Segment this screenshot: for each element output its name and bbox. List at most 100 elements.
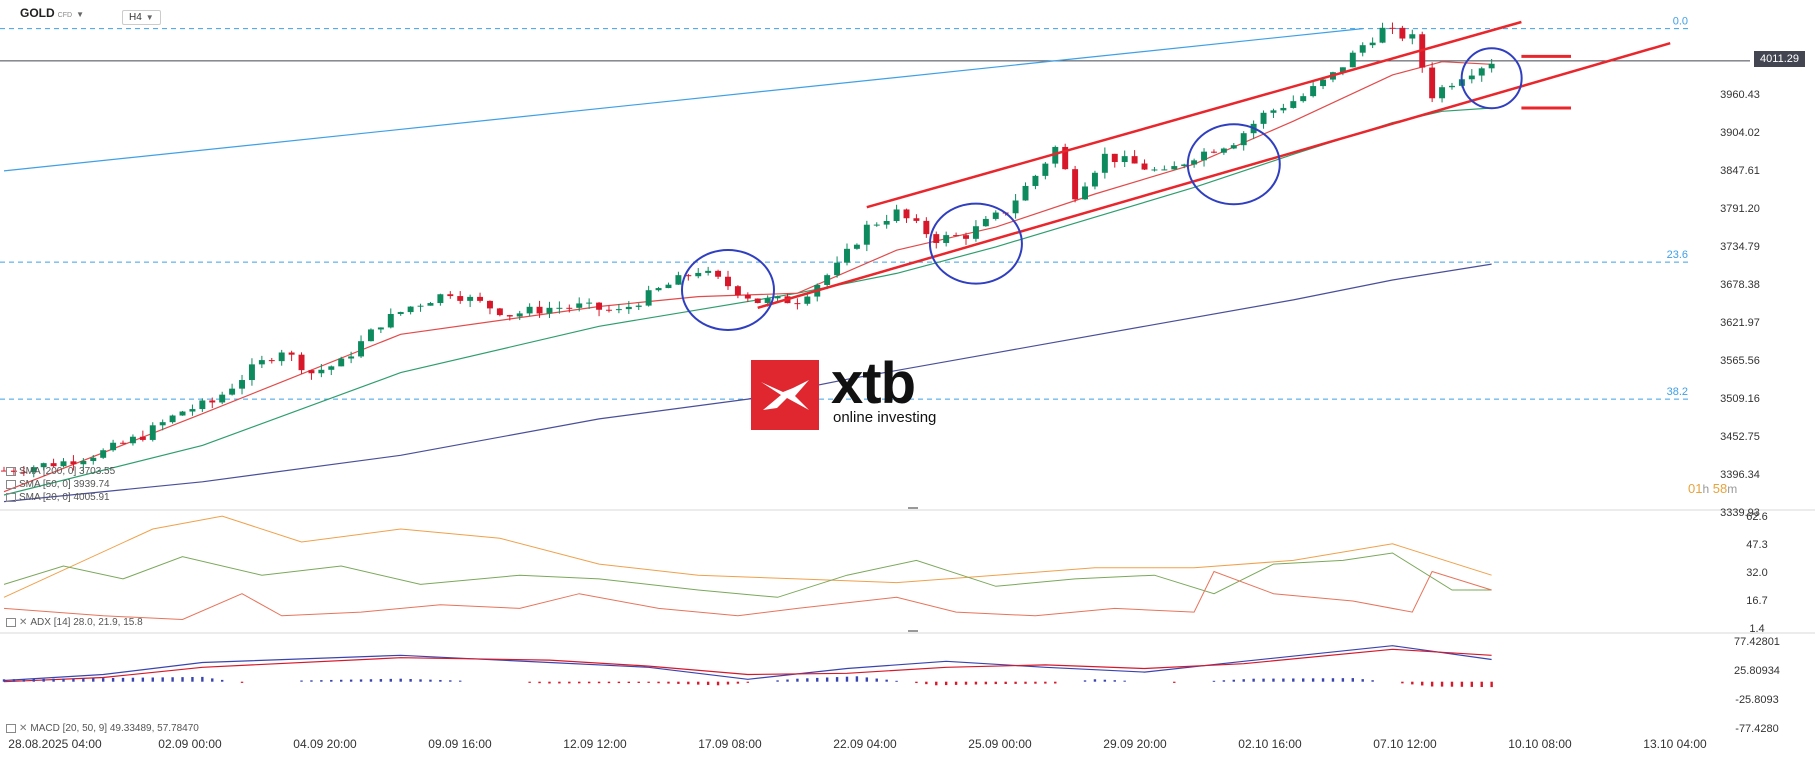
macd-histogram-bar: [875, 678, 878, 682]
candle-body: [774, 296, 781, 299]
macd-histogram-bar: [637, 681, 640, 683]
macd-histogram-bar: [568, 681, 571, 684]
settings-icon[interactable]: [6, 723, 16, 733]
candle-body: [1300, 96, 1307, 102]
candle-body: [139, 436, 146, 440]
candle-body: [982, 218, 989, 227]
candle-body: [1, 470, 7, 472]
macd-histogram-bar: [151, 677, 154, 682]
candle-body: [377, 327, 384, 330]
candle-body: [308, 370, 315, 374]
candle-body: [1270, 110, 1277, 113]
candle-body: [169, 415, 176, 423]
candle-body: [586, 302, 593, 304]
macd-histogram-bar: [429, 679, 432, 682]
macd-histogram-bar: [211, 678, 214, 682]
pane-resize-handle: [908, 630, 918, 632]
indicator-label-macd[interactable]: ✕ MACD [20, 50, 9] 49.33489, 57.78470: [6, 723, 199, 734]
candle-body: [1429, 67, 1436, 99]
macd-histogram-bar: [885, 679, 888, 682]
macd-histogram-bar: [1212, 680, 1216, 682]
indicator-label-adx[interactable]: ✕ ADX [14] 28.0, 21.9, 15.8: [6, 617, 143, 628]
settings-icon[interactable]: [6, 466, 16, 476]
candle-body: [645, 290, 652, 306]
settings-icon[interactable]: [6, 617, 16, 627]
macd-axis-label: -77.4280: [1735, 723, 1778, 735]
time-axis-label: 28.08.2025 04:00: [8, 737, 102, 751]
last-price-tag: 4011.29: [1754, 51, 1805, 67]
symbol-name: GOLD: [20, 6, 55, 20]
candle-body: [1310, 86, 1317, 97]
macd-histogram-bar: [1351, 678, 1354, 682]
macd-histogram-bar: [558, 681, 561, 684]
macd-histogram-bar: [1024, 681, 1027, 684]
candle-body: [70, 461, 77, 465]
adx-series-line: [3, 570, 1492, 621]
candle-body: [804, 296, 811, 304]
timeframe-selector[interactable]: H4 ▼: [122, 10, 161, 25]
macd-histogram-bar: [687, 681, 690, 685]
candle-body: [10, 470, 17, 472]
price-axis-label: 3339.93: [1720, 507, 1760, 519]
candle-body: [229, 388, 236, 395]
price-axis-label: 3734.79: [1720, 241, 1760, 253]
adx-axis-label: 16.7: [1746, 595, 1767, 607]
candle-body: [1022, 185, 1029, 201]
candle-body: [1468, 75, 1475, 80]
macd-histogram-bar: [954, 681, 958, 685]
macd-histogram-bar: [191, 677, 194, 682]
candle-body: [20, 471, 27, 473]
candle-body: [80, 461, 87, 465]
candle-body: [496, 308, 503, 316]
macd-histogram-bar: [915, 681, 918, 684]
macd-histogram-bar: [419, 679, 422, 682]
candle-body: [328, 366, 335, 370]
macd-histogram-bar: [736, 681, 740, 684]
candle-body: [427, 303, 434, 306]
macd-histogram-bar: [1440, 681, 1444, 687]
macd-histogram-bar: [538, 681, 541, 684]
macd-histogram-bar: [597, 681, 601, 684]
candle-body: [1210, 151, 1217, 153]
candle-body: [1141, 163, 1148, 170]
candle-body: [30, 467, 37, 473]
close-icon[interactable]: ✕: [19, 723, 28, 734]
macd-histogram-bar: [359, 679, 363, 682]
adx-axis-label: 32.0: [1746, 567, 1767, 579]
candle-body: [40, 463, 47, 468]
candle-body: [1121, 156, 1128, 163]
macd-histogram-bar: [320, 680, 323, 682]
fib-level-label: 0.0: [1673, 16, 1688, 28]
macd-histogram-bar: [72, 678, 75, 682]
candle-body: [695, 272, 702, 277]
xtb-wordmark: xtb: [831, 351, 916, 416]
channel-lower-line: [757, 41, 1671, 310]
candle-body: [1052, 146, 1059, 164]
macd-histogram-bar: [1450, 681, 1454, 687]
close-icon[interactable]: ✕: [19, 617, 28, 628]
macd-histogram-bar: [1321, 678, 1325, 682]
macd-histogram-bar: [1401, 681, 1404, 684]
candle-body: [1032, 175, 1039, 186]
macd-histogram-bar: [587, 681, 591, 684]
settings-icon[interactable]: [6, 492, 16, 502]
macd-histogram-bar: [330, 679, 333, 682]
indicator-label-sma50[interactable]: SMA [50, 0] 3939.74: [6, 479, 110, 490]
symbol-selector[interactable]: GOLD CFD ▼: [20, 6, 84, 20]
macd-histogram-bar: [1361, 679, 1364, 682]
chevron-down-icon[interactable]: ▼: [76, 10, 84, 19]
candle-body: [1369, 42, 1376, 46]
adx-series-line: [3, 515, 1492, 598]
macd-histogram-bar: [816, 677, 819, 682]
candle-body: [1240, 133, 1247, 146]
macd-histogram-bar: [22, 679, 26, 682]
indicator-label-sma20[interactable]: SMA [20, 0] 4005.91: [6, 492, 110, 503]
candle-body: [1082, 186, 1088, 200]
settings-icon[interactable]: [6, 479, 16, 489]
macd-histogram-bar: [459, 680, 462, 682]
candle-body: [705, 270, 712, 273]
macd-histogram-bar: [1302, 678, 1305, 682]
candle-body: [179, 411, 186, 416]
indicator-label-sma200[interactable]: SMA [200, 0] 3703.55: [6, 466, 115, 477]
